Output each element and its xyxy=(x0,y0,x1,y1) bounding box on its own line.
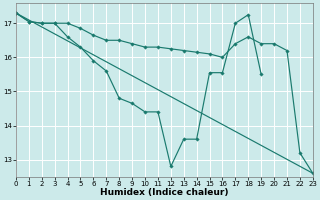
X-axis label: Humidex (Indice chaleur): Humidex (Indice chaleur) xyxy=(100,188,228,197)
